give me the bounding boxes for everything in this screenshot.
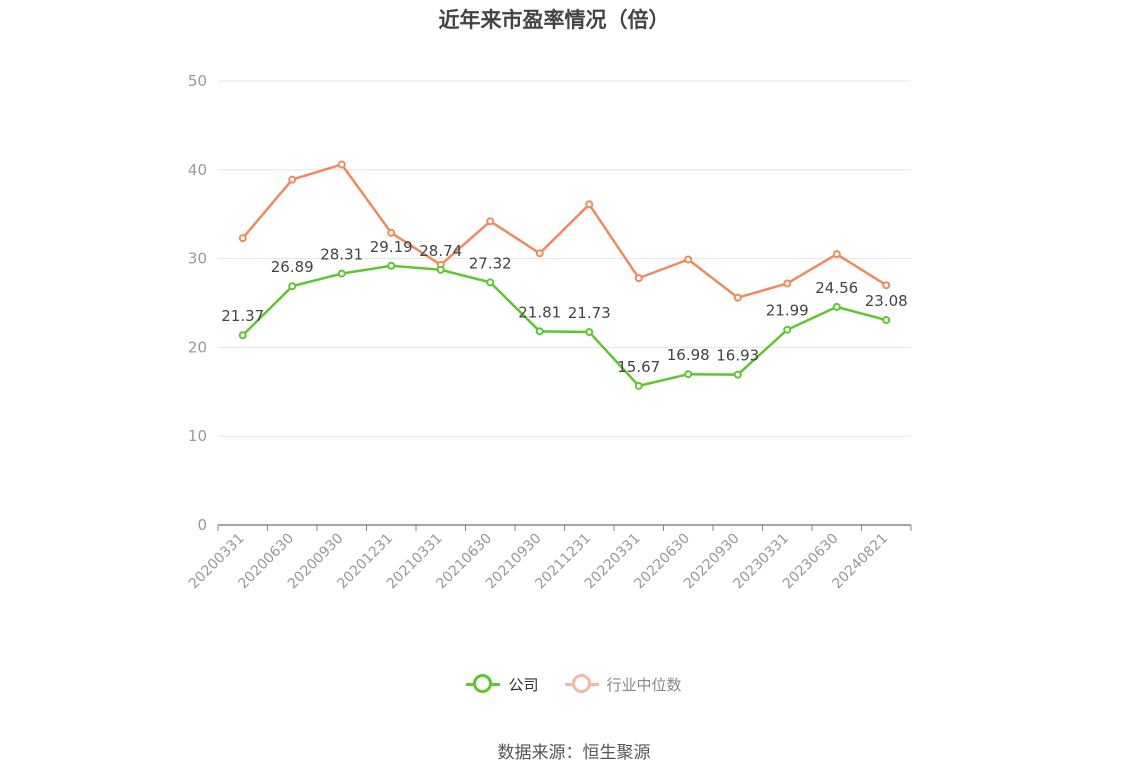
grid-layer xyxy=(218,80,911,437)
company-data-point xyxy=(684,370,693,379)
chart-title: 近年来市盈率情况（倍） xyxy=(438,8,670,32)
data-source-note: 数据来源：恒生聚源 xyxy=(497,743,651,763)
y-tick-label: 10 xyxy=(188,427,207,445)
company-data-point xyxy=(882,316,891,325)
company-data-point xyxy=(733,370,742,379)
industry-median-data-point xyxy=(585,200,594,209)
industry-median-data-point xyxy=(238,234,247,243)
legend-industry-marker-icon xyxy=(564,672,599,696)
company-data-label: 16.98 xyxy=(667,346,710,364)
company-data-point xyxy=(783,325,792,334)
company-data-label: 15.67 xyxy=(617,358,660,376)
company-data-label: 16.93 xyxy=(716,347,759,365)
industry-median-series-line xyxy=(241,163,887,299)
company-data-point xyxy=(832,302,841,311)
legend-label-industry-median: 行业中位数 xyxy=(606,675,682,694)
y-tick-label: 50 xyxy=(188,72,207,90)
industry-median-data-point xyxy=(634,274,643,283)
company-series-line xyxy=(241,264,887,388)
company-data-label: 24.56 xyxy=(815,279,858,297)
industry-median-data-point xyxy=(337,160,346,169)
series-layer xyxy=(238,160,891,390)
legend-item-company[interactable]: 公司 xyxy=(466,672,539,696)
industry-median-data-point xyxy=(882,281,891,290)
y-tick-label: 40 xyxy=(188,161,207,179)
legend-label-company: 公司 xyxy=(508,675,539,694)
company-data-label: 28.74 xyxy=(419,242,462,260)
company-data-label: 23.08 xyxy=(865,292,908,310)
company-data-point xyxy=(337,269,346,278)
company-data-point xyxy=(486,278,495,287)
company-data-point xyxy=(387,261,396,270)
legend-item-industry-median[interactable]: 行业中位数 xyxy=(564,672,682,696)
company-data-point xyxy=(238,331,247,340)
industry-median-data-point xyxy=(387,228,396,237)
legend: 公司 行业中位数 xyxy=(0,672,1148,696)
industry-median-data-point xyxy=(783,279,792,288)
industry-median-data-point xyxy=(832,250,841,259)
company-data-label: 26.89 xyxy=(271,258,314,276)
company-data-label: 21.99 xyxy=(766,302,809,320)
company-data-label: 21.37 xyxy=(221,307,264,325)
y-tick-label: 20 xyxy=(188,338,207,356)
label-layer: 21.37 26.89 28.31 29.19 28.74 27.32 21.81 21.73… xyxy=(221,238,907,376)
company-data-point xyxy=(585,328,594,337)
industry-median-data-point xyxy=(288,175,297,184)
company-data-label: 21.73 xyxy=(568,304,611,322)
industry-median-data-point xyxy=(684,255,693,264)
company-data-label: 27.32 xyxy=(469,254,512,272)
industry-median-data-point xyxy=(535,249,544,258)
company-data-label: 21.81 xyxy=(518,303,561,321)
company-data-label: 28.31 xyxy=(320,246,363,264)
company-data-point xyxy=(288,282,297,291)
company-data-point xyxy=(634,381,643,390)
company-data-point xyxy=(535,327,544,336)
industry-median-data-point xyxy=(733,293,742,302)
legend-company-marker-icon xyxy=(466,672,501,696)
company-data-label: 29.19 xyxy=(370,238,413,256)
y-tick-label: 0 xyxy=(197,516,207,534)
company-data-point xyxy=(436,265,445,274)
industry-median-data-point xyxy=(486,217,495,226)
y-tick-label: 30 xyxy=(188,250,207,268)
